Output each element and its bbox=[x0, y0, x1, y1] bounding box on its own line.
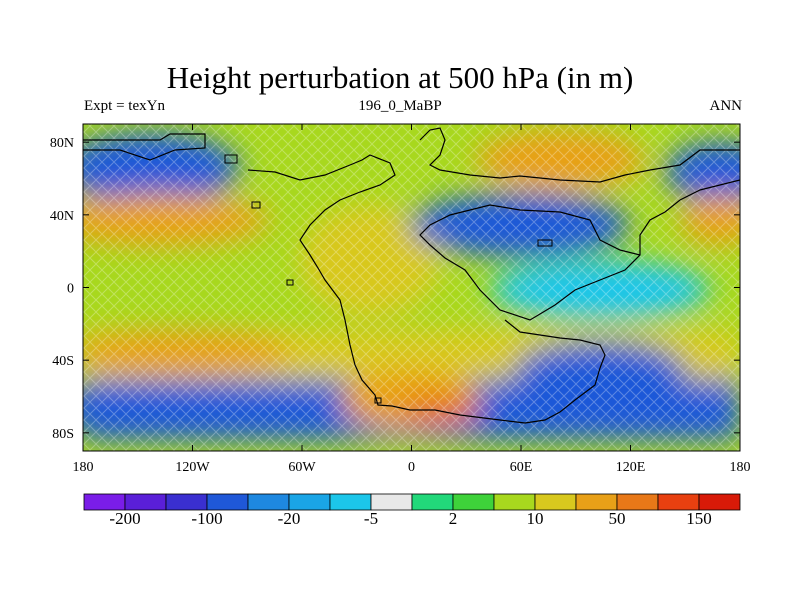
colorbar-swatch bbox=[616, 493, 659, 511]
lake-asia bbox=[537, 239, 553, 247]
colorbar-swatch bbox=[493, 493, 536, 511]
colorbar: -200 -100 -20 -5 2 10 50 150 bbox=[83, 493, 741, 528]
colorbar-label: -5 bbox=[364, 509, 378, 528]
colorbar-swatch bbox=[575, 493, 618, 511]
colorbar-swatch bbox=[247, 493, 290, 511]
x-tick-label: 180 bbox=[73, 460, 94, 475]
y-tick-label: 40N bbox=[50, 209, 74, 224]
chart-title: Height perturbation at 500 hPa (in m) bbox=[166, 60, 634, 95]
colorbar-label: -200 bbox=[109, 509, 140, 528]
colorbar-label: -100 bbox=[191, 509, 222, 528]
x-tick-label: 60E bbox=[510, 460, 533, 475]
colorbar-label: 2 bbox=[449, 509, 458, 528]
x-axis: 180 120W 60W 0 60E 120E 180 bbox=[73, 124, 751, 475]
coastline-greenland bbox=[83, 133, 206, 161]
right-subtitle: ANN bbox=[709, 98, 743, 114]
colorbar-swatch bbox=[83, 493, 126, 511]
colorbar-swatch bbox=[124, 493, 167, 511]
x-tick-label: 0 bbox=[408, 460, 415, 475]
x-tick-label: 120W bbox=[175, 460, 210, 475]
y-tick-label: 40S bbox=[52, 354, 74, 369]
lake-north-america bbox=[224, 154, 238, 164]
coastline-australia bbox=[504, 319, 606, 369]
y-tick-label: 80N bbox=[50, 136, 74, 151]
x-tick-label: 120E bbox=[616, 460, 646, 475]
y-axis: 80N 40N 0 40S 80S bbox=[50, 136, 740, 442]
colorbar-swatch bbox=[657, 493, 700, 511]
y-tick-label: 80S bbox=[52, 427, 74, 442]
left-subtitle: Expt = texYn bbox=[84, 98, 165, 114]
coastline-eurasia-north bbox=[419, 127, 740, 183]
coastline-north-america bbox=[247, 154, 396, 366]
colorbar-swatch bbox=[698, 493, 741, 511]
island-atlantic bbox=[286, 279, 294, 286]
x-tick-label: 180 bbox=[730, 460, 751, 475]
colorbar-label: 50 bbox=[609, 509, 626, 528]
x-tick-label: 60W bbox=[288, 460, 316, 475]
colorbar-swatch bbox=[370, 493, 413, 511]
colorbar-swatch bbox=[411, 493, 454, 511]
colorbar-label: -20 bbox=[278, 509, 301, 528]
colorbar-label: 150 bbox=[686, 509, 712, 528]
y-tick-label: 0 bbox=[67, 282, 74, 297]
colorbar-swatch bbox=[288, 493, 331, 511]
map-plot-area bbox=[83, 124, 740, 451]
lake-central bbox=[251, 201, 261, 209]
coastline-eurasia-south bbox=[419, 179, 740, 321]
center-subtitle: 196_0_MaBP bbox=[358, 98, 442, 114]
colorbar-swatch bbox=[206, 493, 249, 511]
colorbar-swatch bbox=[165, 493, 208, 511]
colorbar-label: 10 bbox=[527, 509, 544, 528]
hatch-overlay bbox=[83, 124, 740, 451]
colorbar-swatch bbox=[534, 493, 577, 511]
colorbar-swatch bbox=[452, 493, 495, 511]
colorbar-swatch bbox=[329, 493, 372, 511]
island-southern bbox=[374, 397, 382, 404]
